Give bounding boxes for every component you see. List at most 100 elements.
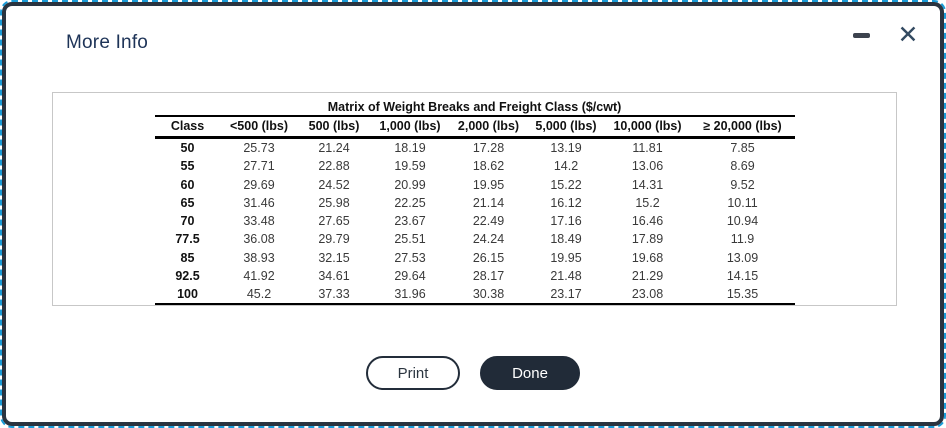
rate-cell: 25.98: [318, 195, 350, 210]
table-row: 92.5 41.92 34.61 29.64 28.17 21.48 21.29 14.15: [155, 267, 795, 285]
column-header: 10,000 (lbs): [604, 115, 691, 139]
table-row: 50 25.73 21.24 18.19 17.28 13.19 11.81 7.85: [155, 138, 795, 158]
rate-cell: 30.38: [449, 285, 528, 306]
rate-cell: 31.96: [370, 285, 450, 306]
minimize-icon: [852, 32, 870, 38]
rate-cell: 14.2: [553, 159, 579, 174]
rate-cell: 17.28: [472, 141, 505, 155]
rate-matrix-table: Class <500 (lbs) 500 (lbs) 1,000 (lbs) 2,000…: [154, 115, 795, 306]
rate-cell: 18.49: [550, 232, 582, 247]
rate-cell: 38.93: [243, 250, 275, 265]
rate-cell: 24.24: [472, 232, 505, 247]
rate-cell: 22.25: [394, 195, 426, 210]
dialog-footer: Print Done: [6, 356, 940, 390]
rate-cell: 21.24: [318, 141, 350, 155]
table-title: Matrix of Weight Breaks and Freight Clas…: [327, 100, 622, 114]
table-row: 60 29.69 24.52 20.99 19.95 15.22 14.31 9.52: [155, 176, 795, 194]
rate-cell: 11.9: [730, 232, 755, 247]
rate-cell: 29.79: [318, 232, 350, 247]
window-controls: ✕: [852, 20, 920, 50]
rate-cell: 32.15: [318, 250, 350, 265]
table-row: 100 45.2 37.33 31.96 30.38 23.17 23.08 15.35: [154, 285, 795, 306]
class-cell: 85: [180, 250, 195, 265]
rate-cell: 17.89: [631, 232, 664, 247]
rate-cell: 24.52: [318, 177, 350, 192]
print-button[interactable]: Print: [366, 356, 460, 390]
done-button[interactable]: Done: [480, 356, 580, 390]
rate-cell: 20.99: [394, 177, 426, 192]
rate-cell: 9.52: [730, 177, 755, 192]
table-body: 50 25.73 21.24 18.19 17.28 13.19 11.81 7.85 55 27…: [154, 138, 795, 306]
rate-cell: 16.12: [550, 195, 582, 210]
class-cell: 77.5: [175, 232, 200, 247]
rate-cell: 25.51: [394, 232, 426, 247]
rate-cell: 22.88: [318, 159, 350, 174]
table-row: 77.5 36.08 29.79 25.51 24.24 18.49 17.89 11.9: [155, 230, 795, 248]
rate-cell: 45.2: [220, 285, 298, 306]
column-header: ≥ 20,000 (lbs): [690, 115, 795, 139]
rate-cell: 15.2: [635, 195, 660, 210]
rate-cell: 29.64: [394, 268, 426, 283]
rate-cell: 36.08: [243, 232, 275, 247]
rate-matrix-table-wrap: Matrix of Weight Breaks and Freight Clas…: [154, 100, 795, 306]
rate-cell: 18.19: [394, 141, 426, 155]
rate-matrix-panel: Matrix of Weight Breaks and Freight Clas…: [52, 92, 897, 306]
rate-cell: 22.49: [472, 214, 505, 228]
table-row: 70 33.48 27.65 23.67 22.49 17.16 16.46 10.94: [155, 212, 795, 230]
close-icon: ✕: [897, 20, 919, 49]
column-header: 2,000 (lbs): [449, 115, 528, 139]
rate-cell: 15.35: [690, 285, 795, 306]
rate-cell: 14.31: [631, 177, 664, 192]
rate-cell: 10.94: [726, 214, 759, 228]
class-cell: 100: [154, 285, 221, 306]
rate-cell: 28.17: [472, 268, 505, 283]
rate-cell: 41.92: [243, 268, 275, 283]
table-row: 65 31.46 25.98 22.25 21.14 16.12 15.2 10.11: [155, 194, 795, 212]
rate-cell: 15.22: [550, 177, 582, 192]
rate-cell: 21.48: [550, 268, 582, 283]
class-cell: 50: [180, 141, 195, 155]
table-header-row: Class <500 (lbs) 500 (lbs) 1,000 (lbs) 2,000…: [154, 115, 795, 139]
rate-cell: 23.17: [527, 285, 605, 306]
column-header: 1,000 (lbs): [370, 115, 450, 139]
rate-cell: 18.62: [472, 159, 505, 174]
rate-cell: 31.46: [243, 195, 275, 210]
rate-cell: 10.11: [727, 195, 758, 210]
rate-cell: 11.81: [632, 141, 663, 155]
column-header: <500 (lbs): [220, 115, 298, 139]
column-header: 500 (lbs): [297, 115, 371, 139]
class-cell: 60: [180, 177, 195, 192]
rate-cell: 33.48: [243, 214, 275, 228]
class-cell: 92.5: [175, 268, 200, 283]
rate-cell: 23.08: [604, 285, 691, 306]
rate-cell: 19.59: [394, 159, 426, 174]
close-button[interactable]: ✕: [896, 20, 920, 50]
rate-cell: 8.69: [730, 159, 755, 174]
rate-cell: 29.69: [243, 177, 275, 192]
rate-cell: 21.29: [631, 268, 664, 283]
class-cell: 55: [180, 159, 195, 174]
rate-cell: 13.06: [631, 159, 664, 174]
rate-cell: 19.95: [472, 177, 505, 192]
minimize-button[interactable]: [852, 20, 870, 50]
rate-cell: 27.65: [318, 214, 350, 228]
rate-cell: 13.09: [726, 250, 759, 265]
column-header: 5,000 (lbs): [527, 115, 605, 139]
rate-cell: 27.71: [243, 159, 275, 174]
rate-cell: 14.15: [726, 268, 759, 283]
rate-cell: 23.67: [394, 214, 426, 228]
table-row: 55 27.71 22.88 19.59 18.62 14.2 13.06 8.69: [155, 157, 795, 175]
rate-cell: 16.46: [631, 214, 664, 228]
rate-cell: 13.19: [550, 141, 582, 155]
rate-cell: 21.14: [472, 195, 505, 210]
table-row: 85 38.93 32.15 27.53 26.15 19.95 19.68 13.09: [155, 249, 795, 267]
rate-cell: 25.73: [243, 141, 275, 155]
rate-cell: 27.53: [394, 250, 426, 265]
rate-cell: 7.85: [730, 141, 755, 155]
rate-cell: 34.61: [318, 268, 350, 283]
rate-cell: 19.95: [550, 250, 582, 265]
rate-cell: 26.15: [472, 250, 505, 265]
column-header: Class: [154, 115, 221, 139]
rate-cell: 19.68: [631, 250, 664, 265]
